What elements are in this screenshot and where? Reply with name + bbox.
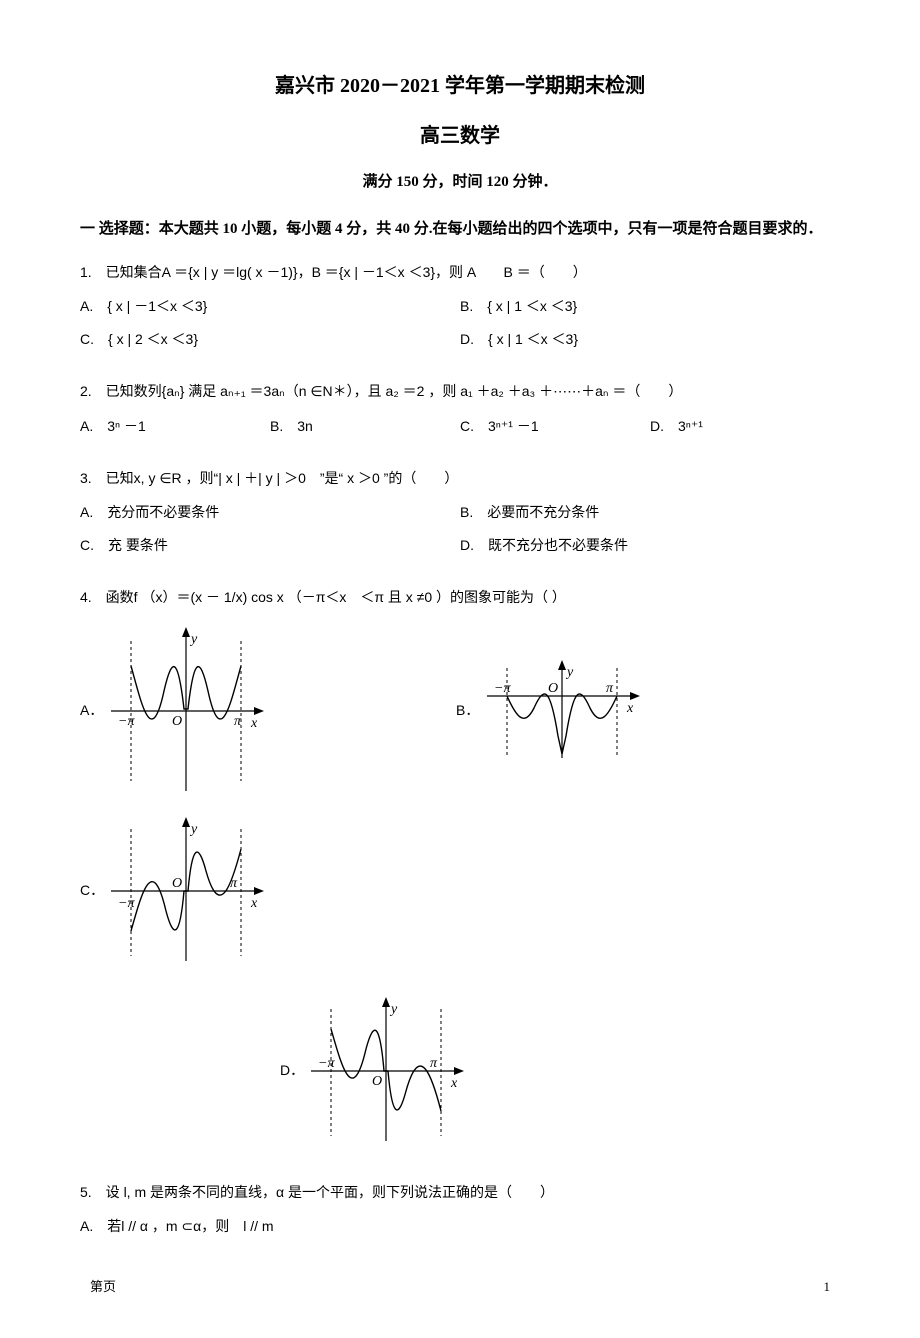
axis-y-label: y [189, 822, 198, 837]
question-1: 1. 已知集合A ＝{x | y ＝lg( x －1)}，B ＝{x | －1＜… [80, 261, 840, 360]
q4-graph-a-item: A． y x O −π π [80, 621, 266, 801]
q4-label-b: B． [456, 699, 476, 721]
q4-graph-c: y x O −π π [106, 811, 266, 971]
q1-opt-d: D. { x | 1 ＜x ＜3} [460, 328, 840, 350]
origin-label: O [548, 681, 558, 696]
neg-pi-label: −π [318, 1056, 335, 1071]
section-1-title: 一 选择题：本大题共 10 小题，每小题 4 分，共 40 分.在每小题给出的四… [80, 216, 840, 243]
q4-label-a: A． [80, 699, 100, 721]
neg-pi-label: −π [494, 681, 511, 696]
q4-graph-row-1: A． y x O −π π B． [80, 621, 840, 981]
q2-opt-b: B. 3n [270, 415, 460, 437]
q4-graph-b-item: B． y x O −π π [456, 656, 642, 766]
exam-meta: 满分 150 分，时间 120 分钟． [80, 170, 840, 194]
q2-options: A. 3ⁿ －1 B. 3n C. 3ⁿ⁺¹ －1 D. 3ⁿ⁺¹ [80, 415, 840, 447]
neg-pi-label: −π [118, 714, 135, 729]
origin-label: O [172, 714, 182, 729]
question-5: 5. 设 l, m 是两条不同的直线，α 是一个平面，则下列说法正确的是（ ） … [80, 1181, 840, 1238]
axis-x-label: x [450, 1076, 458, 1091]
q4-graph-row-2: D． y x O −π π [280, 991, 840, 1161]
q5-opt-a: A. 若l // α ，m ⊂α，则 l // m [80, 1215, 840, 1237]
q1-opt-a: A. { x | －1＜x ＜3} [80, 295, 460, 317]
axis-y-label: y [565, 665, 574, 680]
q4-label-d: D． [280, 1059, 300, 1081]
q3-opt-c: C. 充 要条件 [80, 534, 460, 556]
q1-stem: 1. 已知集合A ＝{x | y ＝lg( x －1)}，B ＝{x | －1＜… [80, 261, 840, 283]
origin-label: O [372, 1074, 382, 1089]
q5-options: A. 若l // α ，m ⊂α，则 l // m [80, 1215, 840, 1237]
q2-opt-c: C. 3ⁿ⁺¹ －1 [460, 415, 650, 437]
q3-stem: 3. 已知x, y ∈R ，则“| x | ＋| y | ＞0 ”是“ x ＞0… [80, 467, 840, 489]
question-2: 2. 已知数列{aₙ} 满足 aₙ₊₁ ＝3aₙ（n ∈N＊），且 a₂ ＝2 … [80, 380, 840, 447]
pi-label: π [606, 681, 614, 696]
q4-label-c: C． [80, 879, 100, 901]
title-sub: 高三数学 [80, 120, 840, 152]
question-4: 4. 函数f （x）＝(x － 1/x) cos x （－π＜x ＜π 且 x … [80, 586, 840, 1160]
q2-stem: 2. 已知数列{aₙ} 满足 aₙ₊₁ ＝3aₙ（n ∈N＊），且 a₂ ＝2 … [80, 380, 840, 402]
axis-x-label: x [250, 896, 258, 911]
q4-stem: 4. 函数f （x）＝(x － 1/x) cos x （－π＜x ＜π 且 x … [80, 586, 840, 608]
footer-left: 第页 [90, 1277, 116, 1298]
axis-x-label: x [250, 716, 258, 731]
axis-y-label: y [389, 1002, 398, 1017]
q5-stem: 5. 设 l, m 是两条不同的直线，α 是一个平面，则下列说法正确的是（ ） [80, 1181, 840, 1203]
q4-graph-d: y x O −π π [306, 991, 466, 1151]
question-3: 3. 已知x, y ∈R ，则“| x | ＋| y | ＞0 ”是“ x ＞0… [80, 467, 840, 566]
q4-graph-c-item: C． y x O −π π [80, 811, 266, 971]
neg-pi-label: −π [118, 896, 135, 911]
axis-x-label: x [626, 701, 634, 716]
footer-page-number: 1 [824, 1277, 831, 1298]
q2-opt-a: A. 3ⁿ －1 [80, 415, 270, 437]
pi-label: π [430, 1056, 438, 1071]
q3-opt-d: D. 既不充分也不必要条件 [460, 534, 840, 556]
pi-label: π [234, 714, 242, 729]
q4-graph-b: y x O −π π [482, 656, 642, 766]
q1-opt-c: C. { x | 2 ＜x ＜3} [80, 328, 460, 350]
q4-graph-d-item: D． y x O −π π [280, 991, 466, 1151]
q1-opt-b: B. { x | 1 ＜x ＜3} [460, 295, 840, 317]
q3-opt-a: A. 充分而不必要条件 [80, 501, 460, 523]
q3-opt-b: B. 必要而不充分条件 [460, 501, 840, 523]
pi-label: π [230, 876, 238, 891]
origin-label: O [172, 876, 182, 891]
page-footer: 第页 1 [80, 1277, 840, 1298]
title-main: 嘉兴市 2020－2021 学年第一学期期末检测 [80, 70, 840, 102]
q3-options: A. 充分而不必要条件 B. 必要而不充分条件 C. 充 要条件 D. 既不充分… [80, 501, 840, 566]
axis-y-label: y [189, 632, 198, 647]
q2-opt-d: D. 3ⁿ⁺¹ [650, 415, 840, 437]
q1-options: A. { x | －1＜x ＜3} B. { x | 1 ＜x ＜3} C. {… [80, 295, 840, 360]
q4-graph-a: y x O −π π [106, 621, 266, 801]
